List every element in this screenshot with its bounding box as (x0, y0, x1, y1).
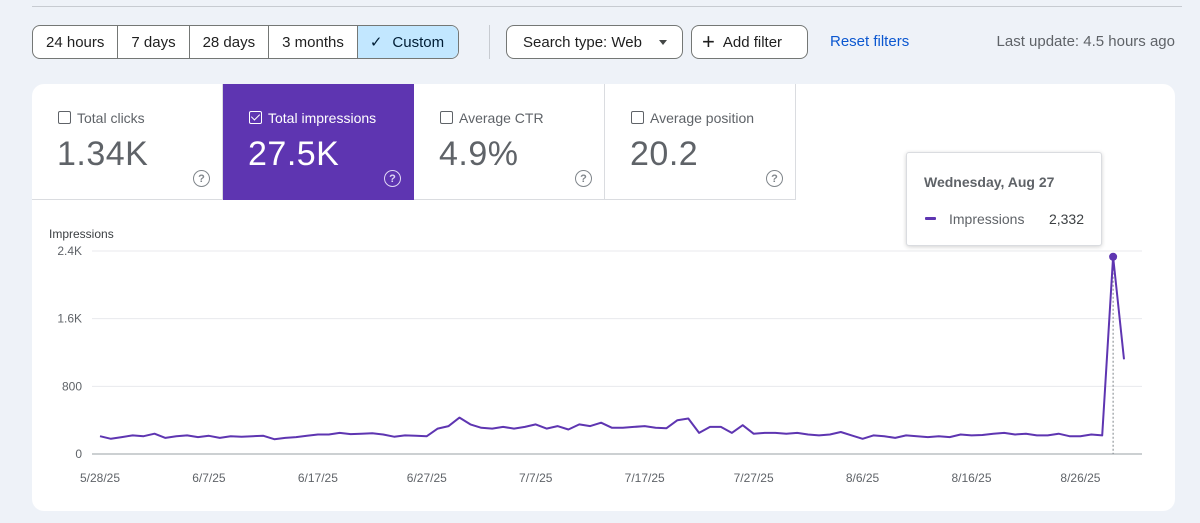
help-icon[interactable]: ? (766, 170, 783, 187)
impressions-chart: Impressions 0 800 1.6K 2.4K 5/28/25 6/7/25 6/17… (49, 227, 1142, 485)
metric-total-impressions[interactable]: Total impressions 27.5K ? (223, 84, 414, 200)
y-tick-label: 0 (75, 447, 82, 461)
x-tick-label: 8/26/25 (1060, 471, 1100, 485)
y-tick-label: 1.6K (57, 312, 82, 326)
x-tick-label: 7/27/25 (734, 471, 774, 485)
reset-filters-link[interactable]: Reset filters (830, 33, 910, 50)
x-tick-label: 6/7/25 (192, 471, 226, 485)
checkbox-icon[interactable] (631, 111, 644, 124)
metric-average-position[interactable]: Average position 20.2 ? (605, 84, 796, 200)
legend-swatch (925, 217, 936, 220)
help-icon[interactable]: ? (384, 170, 401, 187)
metric-label: Average position (650, 110, 755, 126)
impressions-series-line (99, 255, 1125, 441)
checkmark-icon: ✓ (369, 34, 383, 51)
metric-value: 1.34K (57, 135, 149, 173)
tooltip-series-name: Impressions (949, 211, 1025, 227)
tooltip-date: Wednesday, Aug 27 (924, 174, 1055, 190)
dropdown-arrow-icon (659, 40, 667, 45)
y-axis-title: Impressions (49, 227, 114, 241)
date-chip-7-days[interactable]: 7 days (118, 26, 190, 58)
plus-icon: + (702, 29, 715, 54)
x-tick-label: 8/16/25 (951, 471, 991, 485)
help-icon[interactable]: ? (575, 170, 592, 187)
metric-value: 4.9% (439, 135, 519, 173)
x-tick-label: 6/27/25 (407, 471, 447, 485)
checkbox-checked-icon[interactable] (249, 111, 262, 124)
x-tick-label: 5/28/25 (80, 471, 120, 485)
metric-label: Total clicks (77, 110, 145, 126)
metric-value: 27.5K (248, 135, 340, 173)
date-chip-28-days[interactable]: 28 days (190, 26, 270, 58)
help-icon[interactable]: ? (193, 170, 210, 187)
hover-point (1109, 252, 1118, 261)
x-tick-label: 6/17/25 (298, 471, 338, 485)
date-chip-24-hours[interactable]: 24 hours (33, 26, 119, 58)
performance-card: Impressions 0 800 1.6K 2.4K 5/28/25 6/7/25 6/17… (32, 84, 1175, 511)
tooltip-value: 2,332 (1048, 211, 1084, 227)
last-update-text: Last update: 4.5 hours ago (996, 33, 1175, 50)
y-tick-label: 800 (62, 379, 82, 393)
checkbox-icon[interactable] (440, 111, 453, 124)
top-divider (32, 6, 1182, 7)
x-tick-label: 7/7/25 (519, 471, 553, 485)
date-chip-custom[interactable]: ✓ Custom (357, 26, 459, 58)
x-tick-label: 7/17/25 (625, 471, 665, 485)
chart-tooltip: Wednesday, Aug 27 Impressions 2,332 (906, 152, 1102, 246)
y-tick-label: 2.4K (57, 244, 82, 258)
metric-average-ctr[interactable]: Average CTR 4.9% ? (414, 84, 605, 200)
checkbox-icon[interactable] (58, 111, 71, 124)
search-type-dropdown[interactable]: Search type: Web (506, 25, 683, 59)
toolbar-divider (489, 25, 490, 59)
metric-label: Total impressions (268, 110, 377, 126)
date-chip-3-months[interactable]: 3 months (269, 26, 358, 58)
metric-value: 20.2 (630, 135, 699, 173)
date-range-selector: 24 hours 7 days 28 days 3 months ✓ Custo… (32, 25, 460, 59)
metric-total-clicks[interactable]: Total clicks 1.34K ? (32, 84, 223, 200)
add-filter-button[interactable]: + Add filter (691, 25, 808, 59)
x-tick-label: 8/6/25 (846, 471, 880, 485)
metric-label: Average CTR (459, 110, 544, 126)
